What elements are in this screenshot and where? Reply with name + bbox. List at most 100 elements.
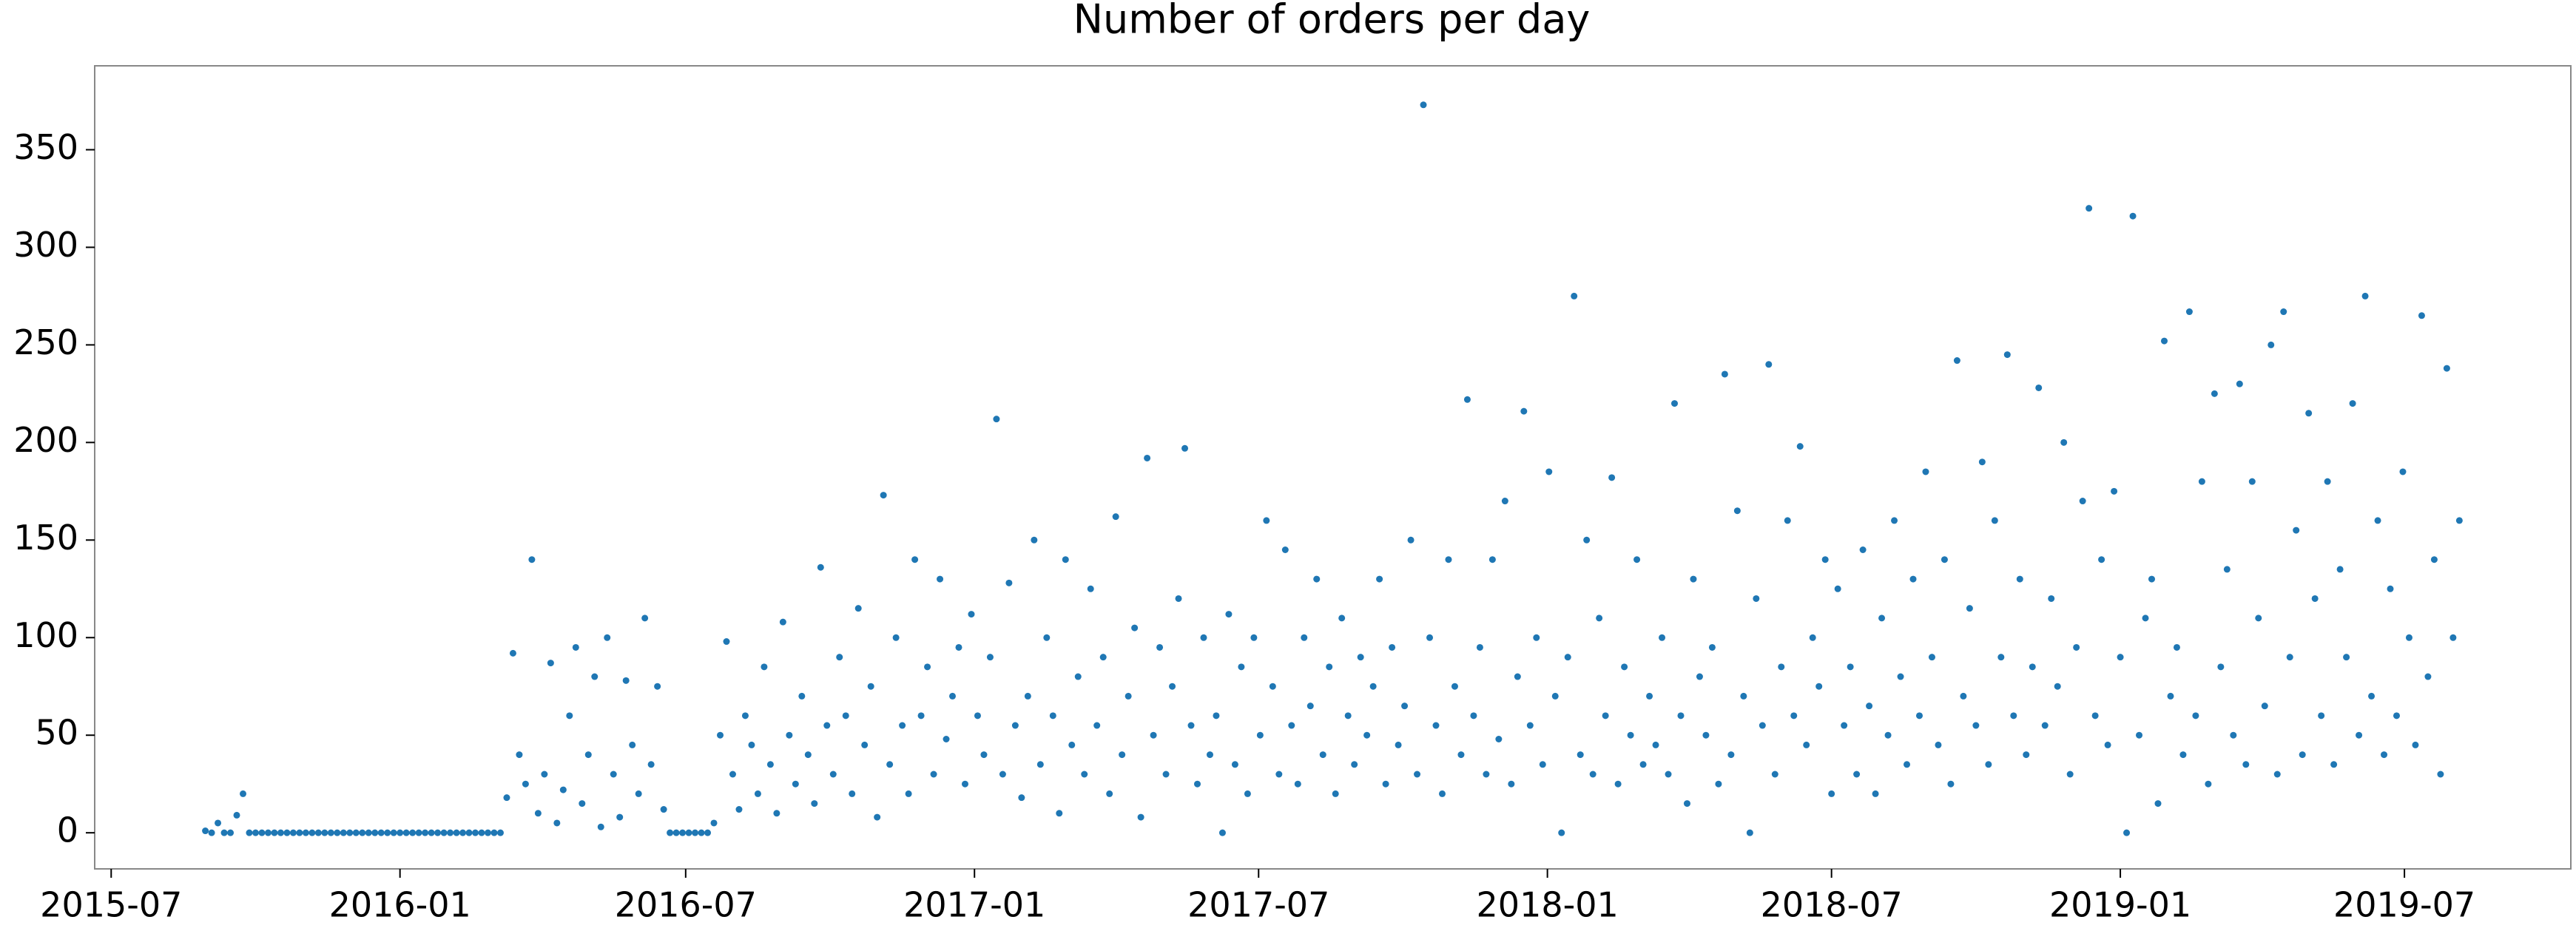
point <box>409 829 417 836</box>
point <box>597 823 604 830</box>
point <box>296 829 303 836</box>
y-tick-label: 100 <box>13 615 78 655</box>
point <box>1859 546 1867 554</box>
point <box>1627 731 1634 739</box>
point <box>761 663 768 671</box>
point <box>729 771 736 778</box>
point <box>2117 654 2124 661</box>
point <box>2230 731 2237 739</box>
y-tick-label: 200 <box>13 420 78 460</box>
point <box>1150 731 1157 739</box>
point <box>1420 101 1427 109</box>
point <box>2029 663 2036 671</box>
point <box>836 654 843 661</box>
point <box>1363 731 1371 739</box>
point <box>1162 771 1170 778</box>
point <box>911 556 919 563</box>
point <box>2148 575 2156 583</box>
point <box>1997 654 2005 661</box>
point <box>1639 761 1647 768</box>
point <box>1112 513 1119 521</box>
point <box>1099 654 1107 661</box>
point <box>1031 536 1038 544</box>
point <box>717 731 724 739</box>
point <box>264 829 272 836</box>
point <box>1941 556 1948 563</box>
point <box>2356 731 2363 739</box>
point <box>735 806 743 813</box>
point <box>1966 605 1973 612</box>
point <box>1213 712 1220 720</box>
point <box>1351 761 1358 768</box>
point <box>1533 634 1540 641</box>
point <box>2167 692 2174 700</box>
point <box>754 790 761 797</box>
point <box>804 751 812 759</box>
point <box>974 712 981 720</box>
point <box>390 829 397 836</box>
point <box>930 771 937 778</box>
point <box>528 556 536 563</box>
point <box>773 810 780 817</box>
point <box>1313 575 1321 583</box>
point <box>1457 751 1465 759</box>
point <box>1621 663 1628 671</box>
point <box>1960 692 1967 700</box>
point <box>503 794 510 802</box>
point <box>1407 536 1415 544</box>
point <box>1778 663 1785 671</box>
point <box>591 673 599 680</box>
point <box>1263 517 1270 524</box>
point <box>968 611 975 618</box>
point <box>2185 308 2193 316</box>
point <box>1175 595 1182 602</box>
point <box>1878 615 1886 622</box>
point <box>1545 468 1553 475</box>
point <box>1702 731 1710 739</box>
x-tick-label: 2018-01 <box>1477 885 1619 925</box>
point <box>616 813 624 821</box>
point <box>2010 712 2017 720</box>
point <box>1853 771 1861 778</box>
point <box>1746 829 1753 836</box>
point <box>233 811 240 819</box>
point <box>2066 771 2074 778</box>
point <box>1740 692 1747 700</box>
point <box>346 829 354 836</box>
point <box>1891 517 1898 524</box>
y-tick-label: 0 <box>57 810 78 850</box>
point <box>1244 790 1251 797</box>
x-tick-label: 2016-01 <box>329 885 471 925</box>
point <box>428 829 435 836</box>
point <box>2443 365 2450 372</box>
point <box>698 829 705 836</box>
point <box>1369 683 1377 690</box>
point <box>779 618 786 626</box>
point <box>741 712 749 720</box>
point <box>1671 400 1679 407</box>
point <box>246 829 253 836</box>
point <box>1514 673 1521 680</box>
point <box>302 829 309 836</box>
point <box>1652 741 1659 748</box>
point <box>892 634 900 641</box>
point <box>1125 692 1132 700</box>
point <box>283 829 291 836</box>
point <box>766 761 774 768</box>
point <box>1771 771 1778 778</box>
point <box>516 751 523 759</box>
point <box>365 829 372 836</box>
point <box>854 605 862 612</box>
point <box>2280 308 2287 316</box>
point <box>1526 722 1534 729</box>
point <box>1733 507 1741 515</box>
point <box>453 829 460 836</box>
point <box>2324 478 2331 485</box>
point <box>2343 654 2350 661</box>
point <box>1583 536 1591 544</box>
point <box>2035 384 2043 391</box>
point <box>2111 487 2118 495</box>
point <box>334 829 341 836</box>
point <box>2393 712 2400 720</box>
point <box>1445 556 1452 563</box>
